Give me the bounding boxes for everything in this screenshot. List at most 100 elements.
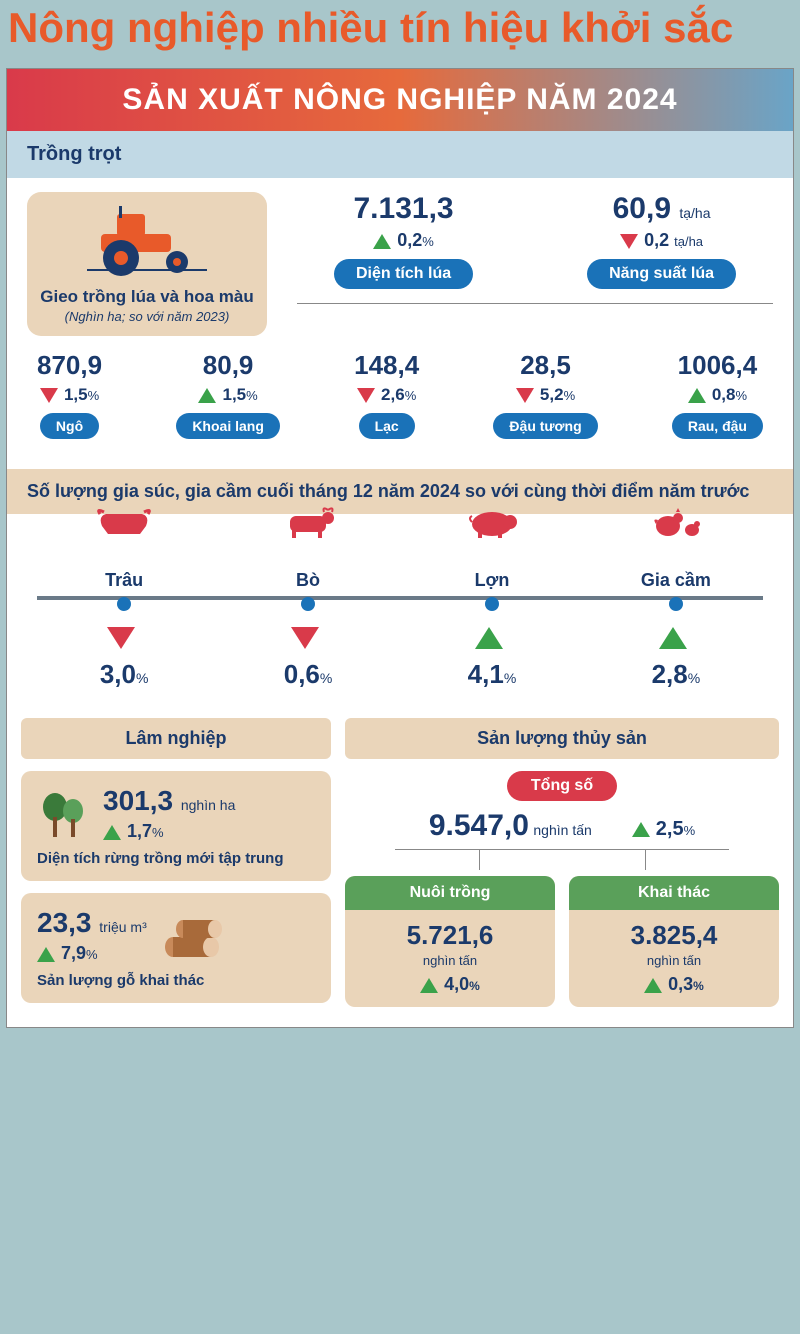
fishery-branches: Nuôi trồng 5.721,6 nghìn tấn 4,0% Khai t…: [345, 876, 779, 1007]
crop-lac: 148,4 2,6% Lạc: [354, 350, 419, 439]
livestock-value: 4,1: [468, 659, 504, 689]
banner-title: SẢN XUẤT NÔNG NGHIỆP NĂM 2024: [7, 69, 793, 131]
crop-value: 1006,4: [672, 350, 763, 381]
branch-unit: nghìn tấn: [345, 953, 555, 968]
down-icon: [107, 627, 135, 649]
branch-label: Nuôi trồng: [345, 876, 555, 910]
livestock-value: 0,6: [284, 659, 320, 689]
crop-ngo: 870,9 1,5% Ngô: [37, 350, 102, 439]
stat-label: Diện tích lúa: [334, 259, 473, 289]
branch-nuoi-trong: Nuôi trồng 5.721,6 nghìn tấn 4,0%: [345, 876, 555, 1007]
down-icon: [357, 388, 375, 403]
up-icon: [37, 947, 55, 962]
crop-change: 5,2: [540, 385, 564, 404]
fishery-title: Sản lượng thủy sản: [345, 718, 779, 759]
tractor-subcaption: (Nghìn ha; so với năm 2023): [37, 309, 257, 324]
up-icon: [103, 825, 121, 840]
forest-change: 1,7: [127, 821, 152, 841]
branch-change: 0,3: [668, 974, 693, 994]
livestock-gia-cam: Gia cầm 2,8%: [589, 536, 763, 690]
stat-change: 0,2: [397, 230, 422, 250]
crops-row: 870,9 1,5% Ngô 80,9 1,5% Khoai lang 148,…: [27, 350, 773, 455]
tractor-card: Gieo trồng lúa và hoa màu (Nghìn ha; so …: [27, 192, 267, 336]
crop-change: 0,8: [712, 385, 736, 404]
branch-value: 3.825,4: [631, 920, 718, 950]
timeline-dot: [485, 597, 499, 611]
up-icon: [659, 627, 687, 649]
top-stats-row: 7.131,3 0,2% Diện tích lúa 60,9 tạ/ha 0,…: [297, 192, 773, 304]
fishery-col: Sản lượng thủy sản Tổng số 9.547,0 nghìn…: [345, 718, 779, 1007]
tractor-caption: Gieo trồng lúa và hoa màu: [37, 287, 257, 307]
crop-label: Khoai lang: [176, 413, 280, 439]
crop-label: Ngô: [40, 413, 99, 439]
livestock-name: Bò: [221, 570, 395, 591]
crop-label: Rau, đậu: [672, 413, 763, 439]
forest-unit: nghìn ha: [181, 797, 236, 813]
stat-label: Năng suất lúa: [587, 259, 736, 289]
livestock-bo: Bò 0,6%: [221, 536, 395, 690]
cow-icon: [278, 504, 338, 540]
fishery-total: Tổng số 9.547,0 nghìn tấn 2,5% Nuôi trồn…: [345, 771, 779, 1007]
pig-icon: [462, 504, 522, 540]
livestock-value: 3,0: [100, 659, 136, 689]
wood-unit: triệu m³: [99, 919, 146, 935]
timeline-dot: [669, 597, 683, 611]
crop-change: 2,6: [381, 385, 405, 404]
wood-value: 23,3: [37, 907, 92, 938]
livestock-value: 2,8: [652, 659, 688, 689]
branch-khai-thac: Khai thác 3.825,4 nghìn tấn 0,3%: [569, 876, 779, 1007]
down-icon: [291, 627, 319, 649]
down-icon: [620, 234, 638, 249]
wood-card: 23,3 triệu m³ 7,9% Sản lượng gỗ khai thá…: [21, 893, 331, 1003]
crops-section-label: Trồng trọt: [7, 131, 793, 178]
forest-caption: Diện tích rừng trồng mới tập trung: [37, 850, 315, 867]
crop-dau-tuong: 28,5 5,2% Đậu tương: [493, 350, 597, 439]
timeline-dot: [301, 597, 315, 611]
branch-label: Khai thác: [569, 876, 779, 910]
total-label: Tổng số: [507, 771, 617, 801]
crop-value: 870,9: [37, 350, 102, 381]
stat-nang-suat-lua: 60,9 tạ/ha 0,2 tạ/ha Năng suất lúa: [587, 192, 736, 289]
up-icon: [644, 978, 662, 993]
livestock-trau: Trâu 3,0%: [37, 536, 211, 690]
crop-rau-dau: 1006,4 0,8% Rau, đậu: [672, 350, 763, 439]
total-unit: nghìn tấn: [533, 822, 591, 838]
up-icon: [475, 627, 503, 649]
total-value: 9.547,0: [429, 809, 529, 842]
down-icon: [40, 388, 58, 403]
crop-value: 28,5: [493, 350, 597, 381]
stat-change: 0,2: [644, 230, 669, 250]
forest-area-card: 301,3 nghìn ha 1,7% Diện tích rừng trồng…: [21, 771, 331, 881]
crop-change: 1,5: [222, 385, 246, 404]
crop-value: 148,4: [354, 350, 419, 381]
forest-value: 301,3: [103, 785, 173, 816]
up-icon: [420, 978, 438, 993]
crops-area: Gieo trồng lúa và hoa màu (Nghìn ha; so …: [7, 178, 793, 469]
forestry-title: Lâm nghiệp: [21, 718, 331, 759]
bottom-row: Lâm nghiệp 301,3 nghìn ha 1,7% Diện tích…: [7, 710, 793, 1027]
livestock-name: Trâu: [37, 570, 211, 591]
livestock-name: Lợn: [405, 570, 579, 591]
branch-change: 4,0: [444, 974, 469, 994]
crop-khoai-lang: 80,9 1,5% Khoai lang: [176, 350, 280, 439]
up-icon: [373, 234, 391, 249]
livestock-lon: Lợn 4,1%: [405, 536, 579, 690]
main-panel: SẢN XUẤT NÔNG NGHIỆP NĂM 2024 Trồng trọt…: [6, 68, 794, 1028]
page-headline: Nông nghiệp nhiều tín hiệu khởi sắc: [0, 0, 800, 62]
stat-change-unit: %: [422, 234, 434, 249]
stat-dien-tich-lua: 7.131,3 0,2% Diện tích lúa: [334, 192, 473, 289]
trees-icon: [37, 787, 91, 841]
forestry-col: Lâm nghiệp 301,3 nghìn ha 1,7% Diện tích…: [21, 718, 331, 1007]
crop-label: Lạc: [359, 413, 415, 439]
tractor-icon: [77, 206, 217, 276]
livestock-area: Trâu 3,0% Bò 0,6% Lợn 4,1%: [7, 514, 793, 710]
logs-icon: [159, 911, 223, 961]
branch-unit: nghìn tấn: [569, 953, 779, 968]
branch-value: 5.721,6: [407, 920, 494, 950]
stat-unit: tạ/ha: [679, 205, 710, 221]
timeline-dot: [117, 597, 131, 611]
up-icon: [688, 388, 706, 403]
wood-change: 7,9: [61, 943, 86, 963]
livestock-name: Gia cầm: [589, 570, 763, 591]
stat-value: 7.131,3: [354, 192, 454, 225]
